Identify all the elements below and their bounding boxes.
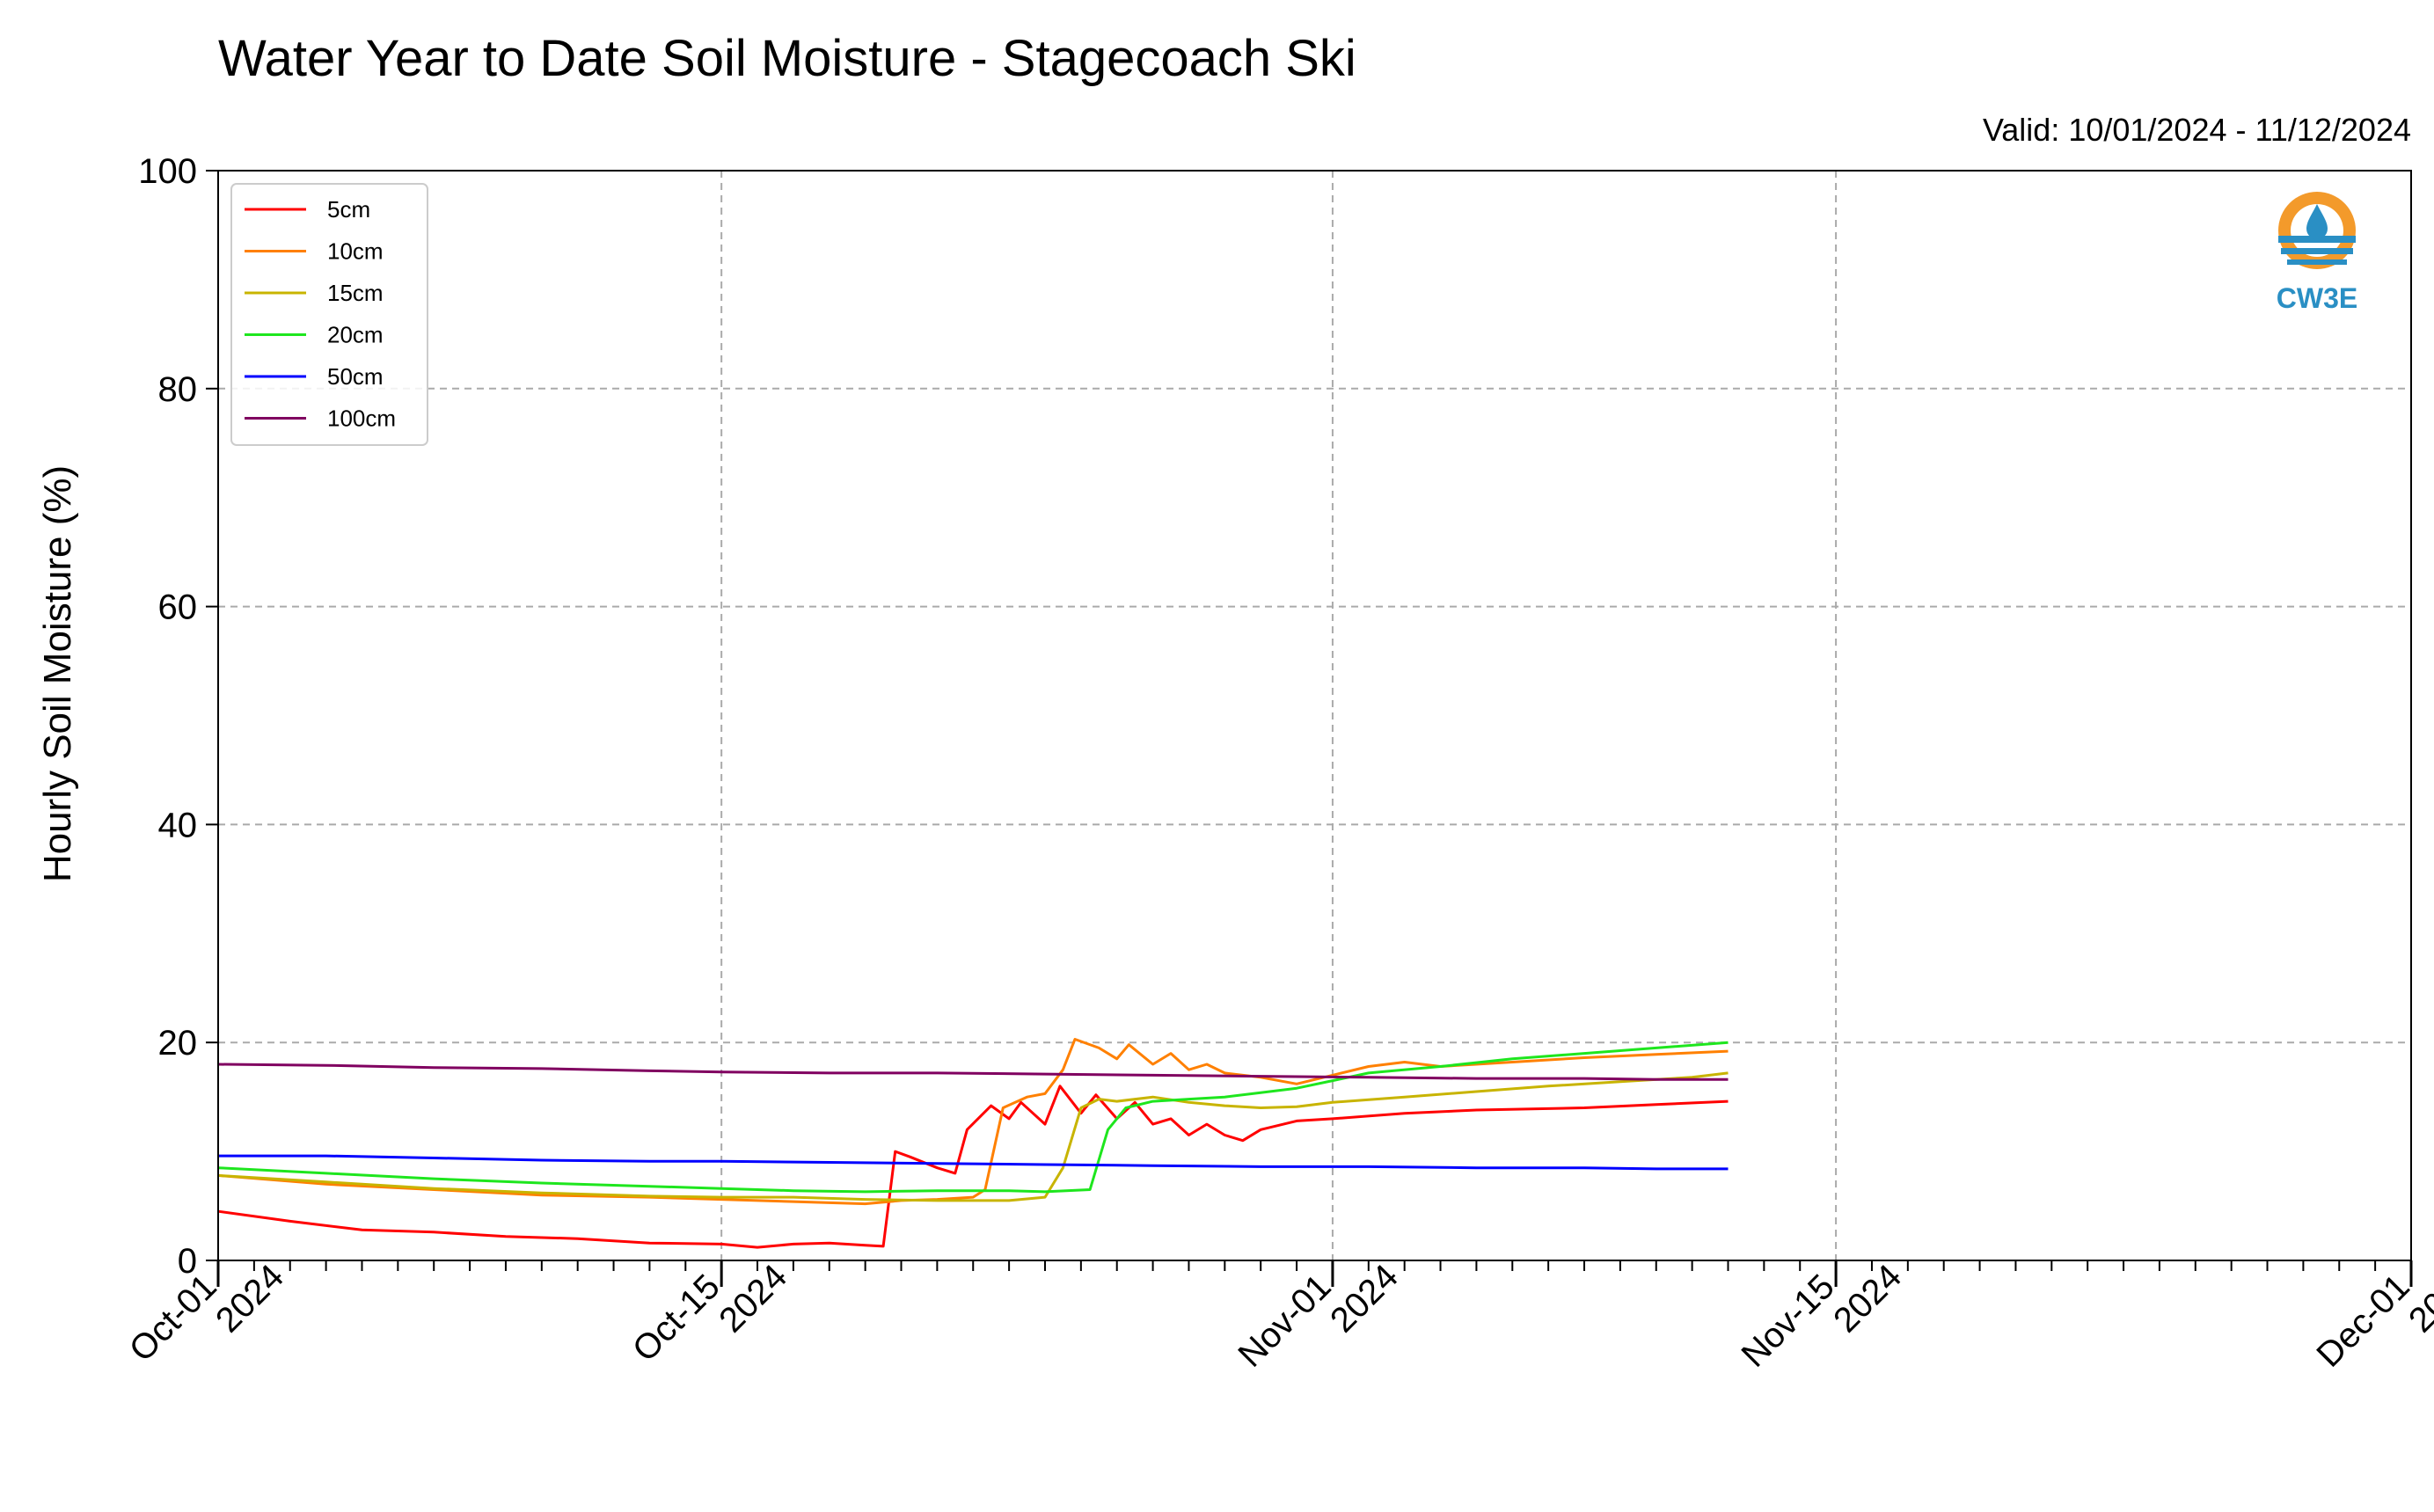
x-tick-label-4-line1: Dec-01 bbox=[2309, 1267, 2416, 1375]
y-tick-label-1: 20 bbox=[158, 1024, 198, 1063]
legend-label-5cm: 5cm bbox=[327, 196, 370, 223]
x-tick-label-0-line2: 2024 bbox=[208, 1257, 291, 1340]
series-line-10cm bbox=[217, 1038, 1729, 1206]
x-tick-label-1-line2: 2024 bbox=[712, 1257, 794, 1340]
series-line-20cm bbox=[217, 1041, 1729, 1194]
series-line-5cm bbox=[217, 1085, 1729, 1249]
plot-frame bbox=[217, 170, 2412, 1261]
y-tick-label-4: 80 bbox=[158, 370, 198, 409]
series-line-50cm bbox=[218, 1154, 1729, 1171]
legend-label-10cm: 10cm bbox=[327, 238, 384, 265]
x-tick-label-1-line1: Oct-15 bbox=[625, 1267, 727, 1370]
valid-date-range: Valid: 10/01/2024 - 11/12/2024 bbox=[1983, 112, 2411, 148]
y-tick-label-5: 100 bbox=[138, 152, 197, 191]
logo-waves bbox=[2278, 236, 2356, 265]
x-tick-label-3-line1: Nov-15 bbox=[1735, 1267, 1842, 1375]
legend-label-100cm: 100cm bbox=[327, 405, 396, 432]
series-layer bbox=[217, 1038, 1729, 1249]
legend-label-20cm: 20cm bbox=[327, 322, 384, 348]
legend-label-50cm: 50cm bbox=[327, 363, 384, 390]
y-tick-label-0: 0 bbox=[178, 1242, 197, 1281]
series-line-100cm bbox=[217, 1063, 1729, 1081]
logo-text: CW3E bbox=[2277, 282, 2357, 314]
legend-items: 5cm 10cm 15cm 20cm 50cm 100cm bbox=[245, 196, 396, 432]
y-tick-label-3: 60 bbox=[158, 588, 198, 627]
chart-title: Water Year to Date Soil Moisture - Stage… bbox=[218, 30, 1356, 87]
x-tick-label-3-line2: 2024 bbox=[1826, 1257, 1909, 1340]
grid-lines bbox=[218, 171, 2411, 1260]
y-tick-label-2: 40 bbox=[158, 806, 198, 844]
legend-label-15cm: 15cm bbox=[327, 280, 384, 306]
x-tick-label-2-line2: 2024 bbox=[1323, 1257, 1406, 1340]
cw3e-logo: CW3E bbox=[2277, 192, 2357, 314]
logo-drop-icon bbox=[2306, 204, 2328, 239]
legend-box bbox=[230, 183, 428, 446]
x-tick-label-2-line1: Nov-01 bbox=[1231, 1267, 1338, 1375]
x-tick-label-0-line1: Oct-01 bbox=[122, 1267, 224, 1370]
series-line-15cm bbox=[217, 1071, 1729, 1202]
legend: 5cm 10cm 15cm 20cm 50cm 100cm bbox=[230, 183, 428, 446]
y-axis-label: Hourly Soil Moisture (%) bbox=[36, 465, 79, 882]
